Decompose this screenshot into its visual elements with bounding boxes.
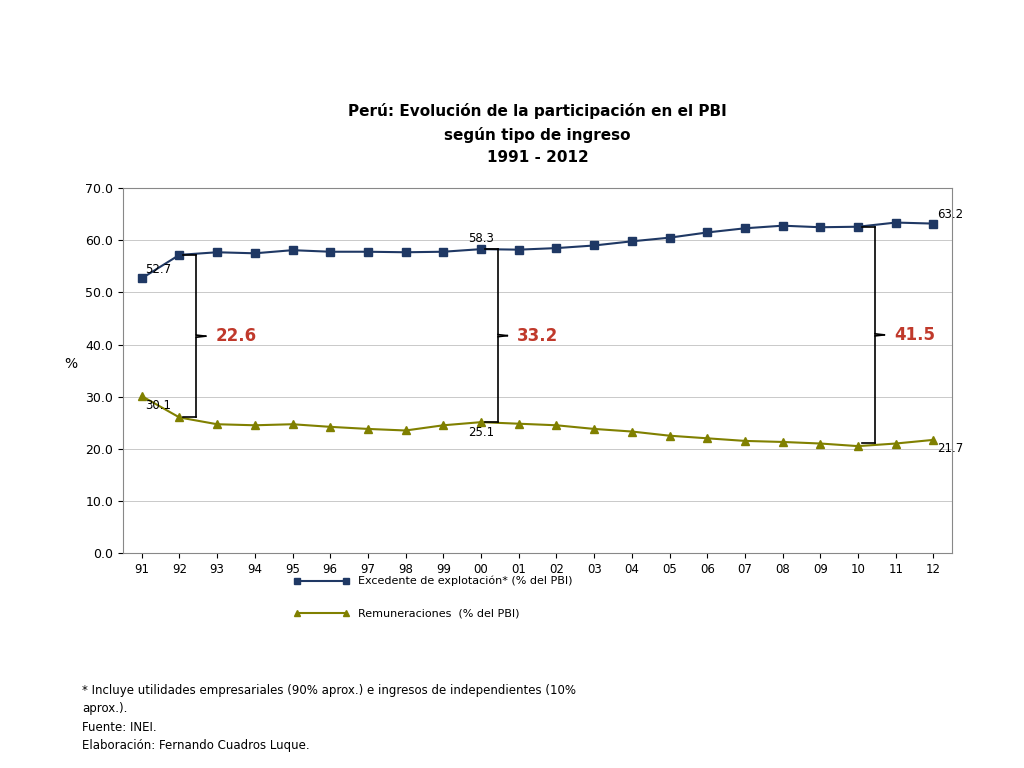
Text: Perú: Evolución de la participación en el PBI
según tipo de ingreso
1991 - 2012: Perú: Evolución de la participación en e… [348, 104, 727, 165]
Text: DISTRIBUCIÓN DE LA RIQUEZA GENERADA ANUALMENTE:
63,2% UTILIDADES Y 21,7% REMUNER: DISTRIBUCIÓN DE LA RIQUEZA GENERADA ANUA… [134, 14, 890, 74]
Text: 21.7: 21.7 [937, 442, 964, 455]
Text: Excedente de explotación* (% del PBI): Excedente de explotación* (% del PBI) [358, 575, 572, 586]
Text: 52.7: 52.7 [145, 263, 172, 276]
Y-axis label: %: % [65, 356, 78, 370]
Text: 22.6: 22.6 [215, 327, 256, 345]
Text: 41.5: 41.5 [894, 326, 935, 344]
Text: 63.2: 63.2 [937, 208, 964, 221]
Text: * Incluye utilidades empresariales (90% aprox.) e ingresos de independientes (10: * Incluye utilidades empresariales (90% … [82, 684, 575, 752]
Text: Remuneraciones  (% del PBI): Remuneraciones (% del PBI) [358, 608, 520, 618]
Text: 25.1: 25.1 [468, 426, 495, 439]
Text: 58.3: 58.3 [468, 232, 494, 245]
Text: 30.1: 30.1 [145, 399, 171, 412]
Text: 33.2: 33.2 [517, 326, 558, 345]
